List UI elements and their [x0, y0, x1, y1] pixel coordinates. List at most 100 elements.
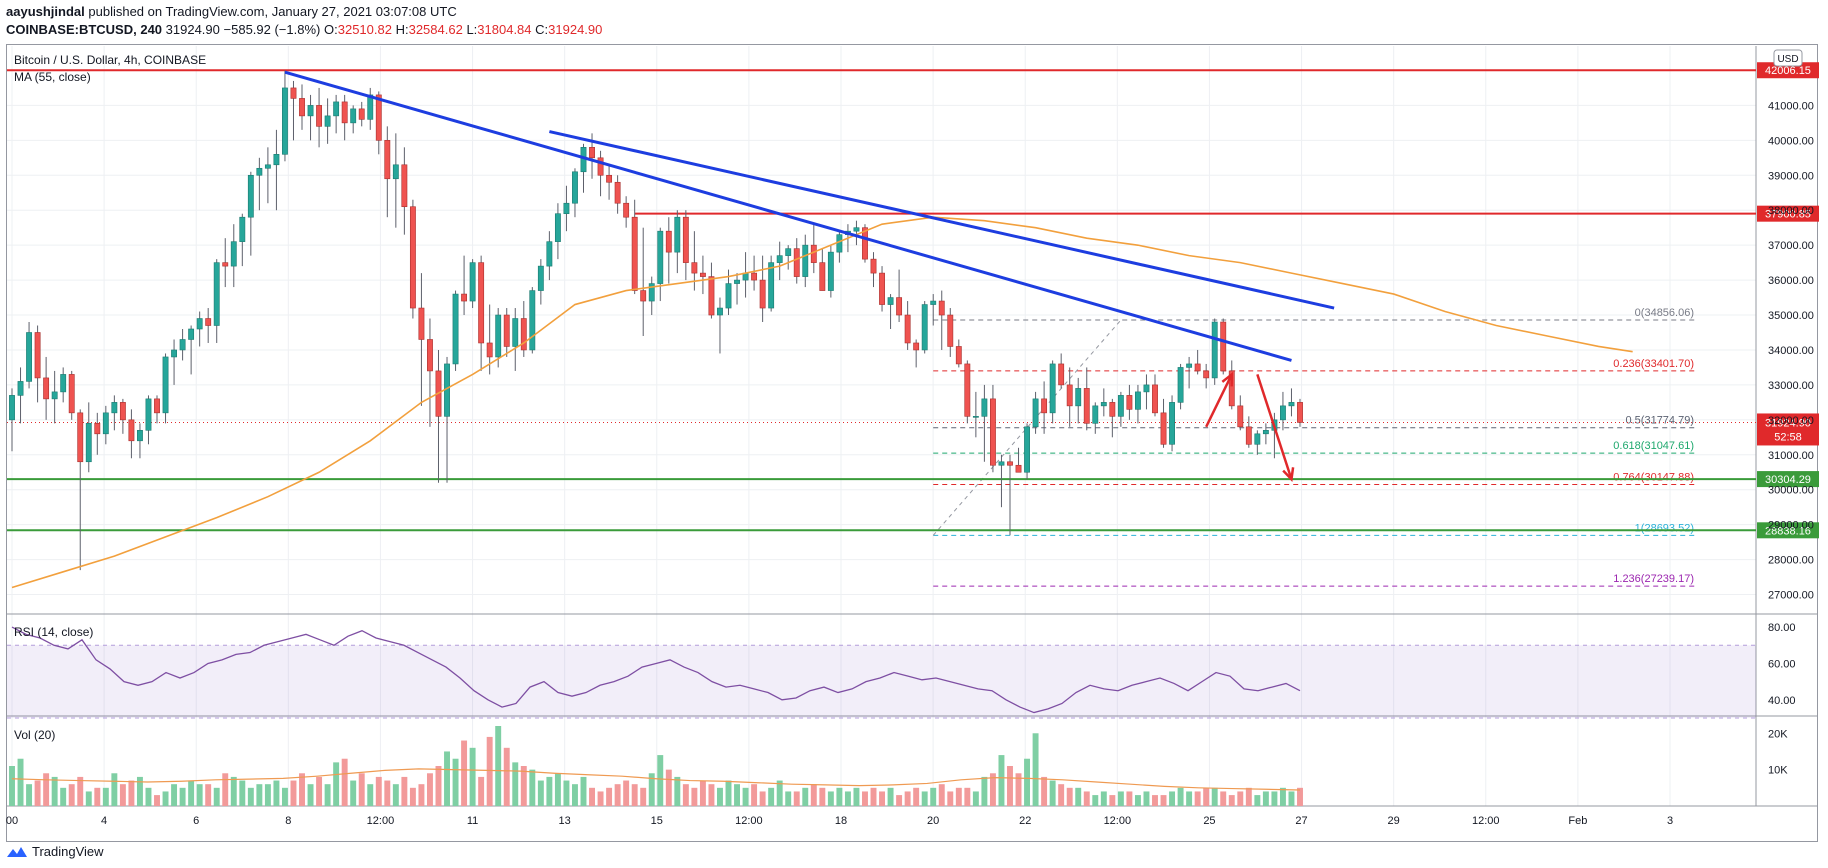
volume-bar [452, 758, 459, 806]
volume-bar [1186, 791, 1193, 806]
footer: TradingView [6, 844, 104, 859]
resistance-price-label: 37900.85 [1765, 209, 1811, 221]
fib-level-label: 1(28693.52) [1635, 522, 1694, 534]
candle-body [282, 87, 288, 155]
volume-bar [1007, 766, 1013, 806]
time-tick-label: 22 [1019, 815, 1031, 827]
grid-lines [7, 46, 1756, 806]
ma55-line [11, 216, 1633, 589]
last-price-tag [1757, 413, 1819, 446]
price-tick-label: 37000.00 [1768, 240, 1814, 252]
volume-bar [1194, 791, 1201, 806]
volume-bar [111, 773, 118, 806]
candle-body [213, 262, 220, 326]
candle-body [759, 279, 766, 309]
candle-body [128, 419, 135, 442]
volume-bar [384, 780, 391, 806]
volume-bar [102, 787, 109, 806]
candle-body [725, 283, 732, 309]
price-tick-label: 36000.00 [1768, 275, 1814, 287]
volume-bar [60, 787, 67, 806]
rsi-pane [7, 626, 1756, 719]
candle-body [324, 115, 331, 127]
candle-body [384, 140, 391, 180]
volume-bar [546, 776, 553, 806]
brand-label[interactable]: TradingView [32, 844, 104, 859]
volume-bar [375, 776, 382, 806]
volume-bar [972, 791, 979, 806]
volume-bar [162, 791, 169, 806]
author-name[interactable]: aayushjindal [6, 4, 85, 19]
volume-pane [9, 726, 1303, 806]
candle-body [1186, 363, 1193, 368]
volume-bar [154, 795, 160, 806]
candle-body [776, 255, 783, 263]
volume-bar [1237, 791, 1244, 806]
volume-bar [1169, 791, 1176, 806]
volume-bar [870, 787, 877, 806]
candle-body [785, 248, 792, 256]
candle-body [1015, 464, 1022, 473]
volume-bar [1262, 791, 1269, 806]
candle-body [691, 262, 698, 274]
candle-body [529, 290, 536, 351]
candle-body [196, 318, 203, 330]
volume-bar [128, 780, 135, 806]
change-text: −585.92 (−1.8%) [223, 22, 321, 37]
tradingview-logo-icon [7, 846, 27, 857]
price-tick-label: 32000.00 [1768, 415, 1814, 427]
volume-bar [264, 784, 271, 806]
fib-retracement: 0(34856.06) 0.236(33401.70) 0.5(31774.79) 0… [932, 307, 1698, 587]
volume-bar [640, 787, 647, 806]
volume-bar [887, 787, 894, 806]
candle-body [1092, 405, 1099, 424]
candle-body [879, 272, 885, 305]
candle-body [819, 262, 826, 291]
volume-tick-label: 10K [1768, 765, 1788, 777]
candle-body [358, 108, 365, 120]
volume-bar [273, 780, 280, 806]
volume-bar [1254, 795, 1261, 806]
candle-body [1152, 384, 1158, 414]
volume-bar [631, 784, 638, 806]
volume-bar [802, 787, 809, 806]
candle-body [94, 423, 101, 435]
volume-bar [648, 773, 655, 806]
candle-body [1211, 321, 1218, 379]
pane-labels: Bitcoin / U.S. Dollar, 4h, COINBASE MA (5… [14, 49, 1803, 742]
bearish-trendline [549, 130, 1335, 310]
volume-bar [239, 780, 246, 806]
volume-bar [1160, 795, 1167, 806]
resistance-price-tag [1757, 205, 1819, 222]
candle-body [512, 318, 519, 347]
volume-bar [751, 784, 758, 806]
volume-bar [862, 791, 868, 806]
candle-body [427, 339, 433, 372]
candle-body [964, 363, 971, 417]
volume-bar [512, 762, 519, 806]
time-tick-label: 18 [835, 815, 847, 827]
candle-body [239, 216, 246, 242]
volume-bar [810, 784, 817, 806]
candle-body [1288, 402, 1295, 407]
volume-bar [222, 773, 229, 806]
candle-body [1203, 370, 1210, 379]
volume-bar [316, 776, 323, 806]
price-tick-label: 28000.00 [1768, 555, 1814, 567]
volume-bar [469, 747, 476, 806]
candle-body [1143, 384, 1150, 393]
time-tick-label: 29 [1388, 815, 1400, 827]
candle-body [887, 297, 894, 305]
volume-bar [964, 787, 971, 806]
candle-body [154, 398, 160, 414]
volume-bar [742, 787, 749, 806]
forecast-arrows [1205, 371, 1295, 482]
candle-body [230, 241, 237, 267]
volume-bar [930, 787, 937, 806]
currency-badge-box [1773, 49, 1803, 67]
candle-body [1220, 321, 1227, 372]
volume-bar [503, 747, 510, 806]
close-value: 31924.90 [548, 22, 603, 37]
volume-bar [43, 773, 50, 806]
